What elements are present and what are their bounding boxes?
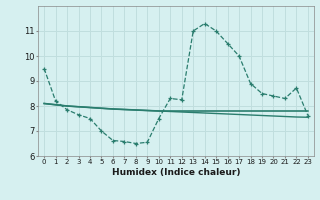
X-axis label: Humidex (Indice chaleur): Humidex (Indice chaleur) — [112, 168, 240, 177]
